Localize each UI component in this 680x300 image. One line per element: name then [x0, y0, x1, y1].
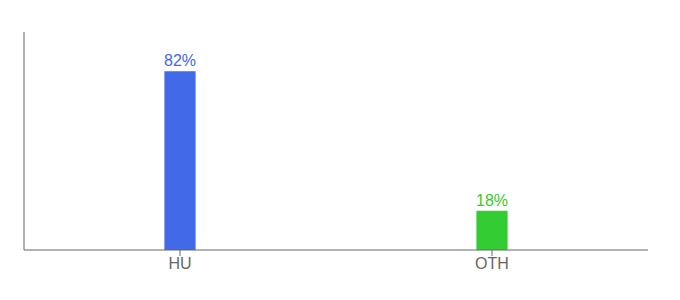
svg-text:18%: 18%	[476, 192, 508, 209]
svg-text:OTH: OTH	[475, 255, 509, 272]
svg-text:HU: HU	[168, 255, 191, 272]
svg-text:82%: 82%	[164, 52, 196, 69]
